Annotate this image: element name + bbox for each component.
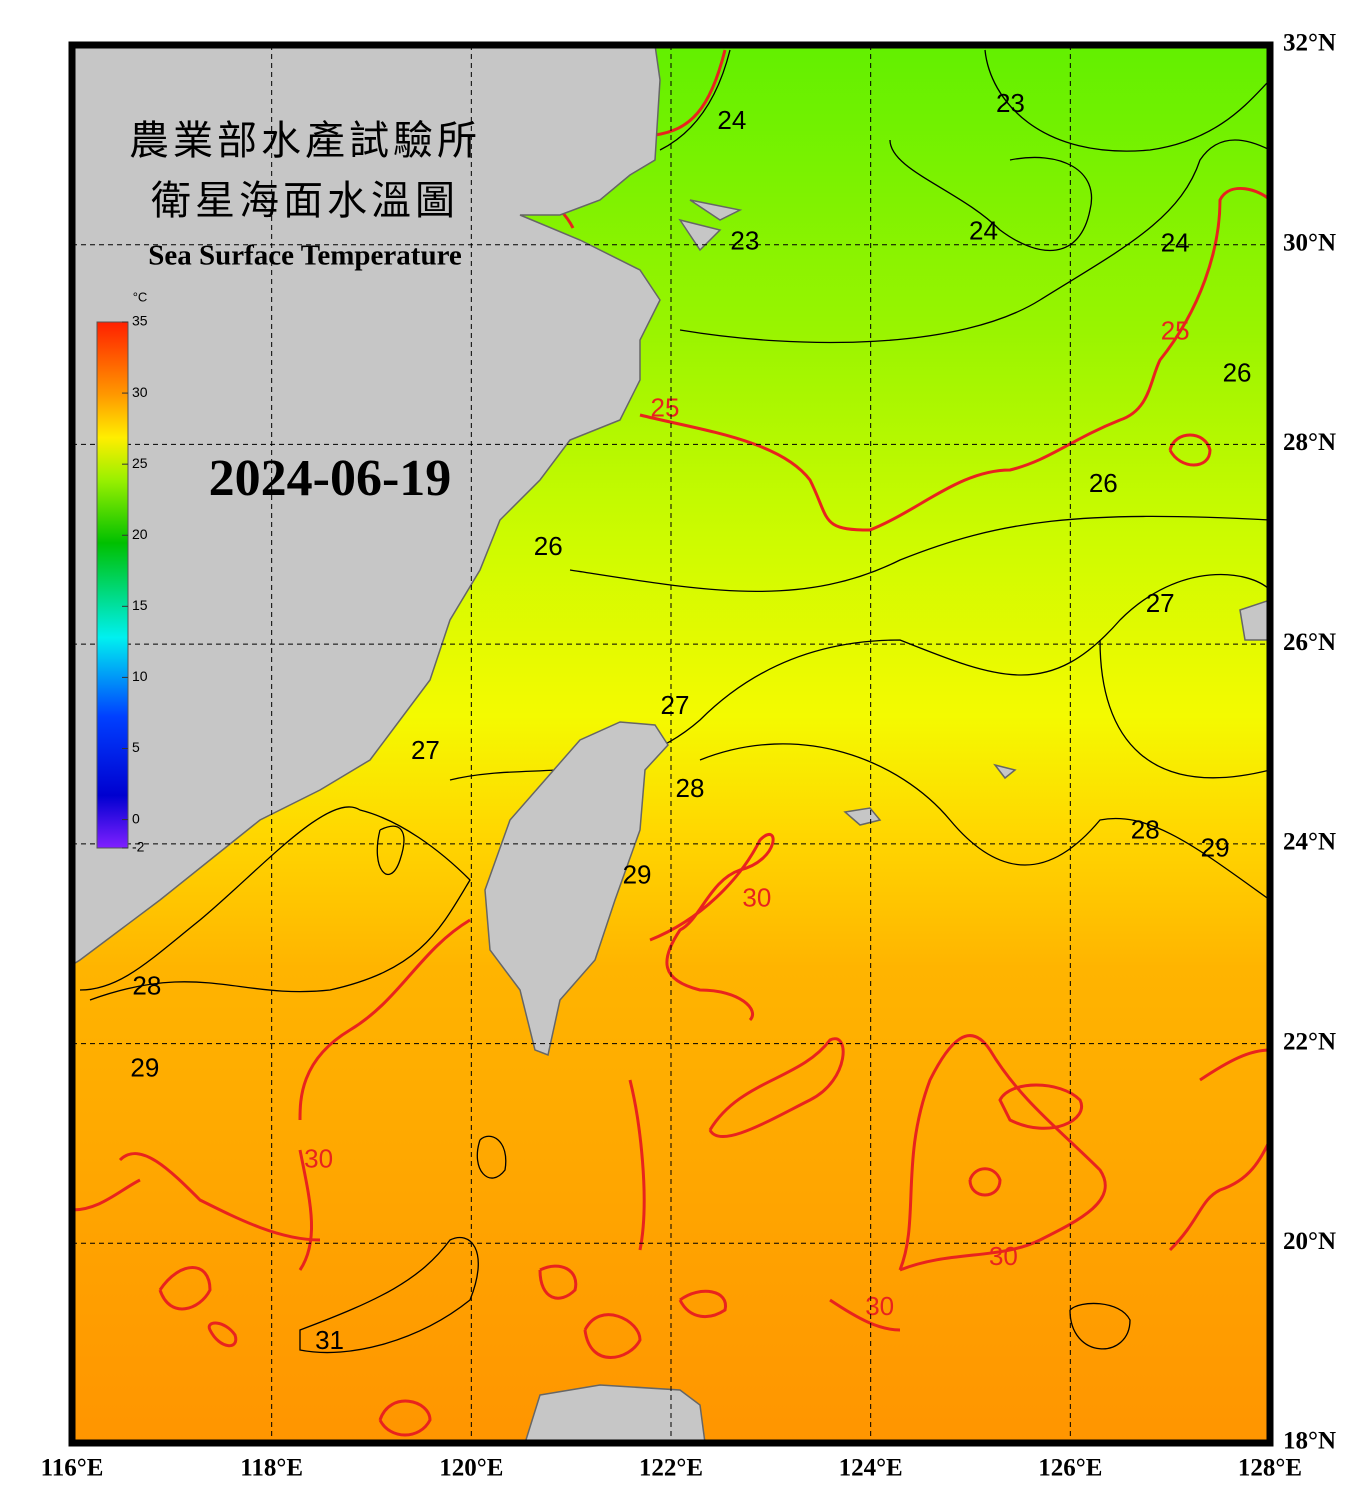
colorbar-label: 0 <box>132 810 140 826</box>
contour-labels: 23 24 23 24 24 25 25 26 26 26 27 27 27 28 28 29 29 30 28 29… <box>130 88 1251 1355</box>
lon-label: 116°E <box>41 1455 104 1482</box>
islands <box>678 199 1270 826</box>
title-en: Sea Surface Temperature <box>148 240 462 272</box>
lat-label: 28°N <box>1283 429 1336 456</box>
colorbar-label: 30 <box>132 384 148 400</box>
colorbar-label: 35 <box>132 313 148 329</box>
contours <box>79 49 1270 1354</box>
contour-label: 23 <box>730 226 759 256</box>
lon-label: 122°E <box>639 1455 703 1482</box>
lon-label: 120°E <box>439 1455 503 1482</box>
contour-label: 26 <box>534 531 563 561</box>
lat-label: 18°N <box>1283 1428 1336 1455</box>
contour-label: 24 <box>1161 228 1190 258</box>
land <box>72 45 1270 1443</box>
contour-label: 29 <box>623 860 652 890</box>
contour-label: 27 <box>1146 588 1175 618</box>
lat-label: 26°N <box>1283 629 1336 656</box>
contour-label: 29 <box>1201 833 1230 863</box>
colorbar-label: 25 <box>132 455 148 471</box>
lat-label: 24°N <box>1283 829 1336 856</box>
colorbar-ticks: 35 30 25 20 15 10 5 0 -2 <box>122 313 148 855</box>
colorbar-label: 5 <box>132 739 140 755</box>
contour-label: 30 <box>989 1241 1018 1271</box>
lon-label: 118°E <box>240 1455 303 1482</box>
luzon <box>524 1384 706 1443</box>
contour-label: 27 <box>661 690 690 720</box>
contour-label: 28 <box>676 773 705 803</box>
title-zh: 衛星海面水溫圖 <box>151 178 459 223</box>
lat-label: 22°N <box>1283 1028 1336 1055</box>
colorbar <box>96 321 129 849</box>
lon-label: 124°E <box>839 1455 903 1482</box>
lat-label: 32°N <box>1283 30 1336 57</box>
date: 2024-06-19 <box>209 450 452 507</box>
title-zh: 農業部水產試驗所 <box>129 118 481 163</box>
contour-label: 30 <box>742 883 771 913</box>
contour-label: 28 <box>1131 815 1160 845</box>
contour-label: 25 <box>1161 315 1190 345</box>
lat-label: 30°N <box>1283 229 1336 256</box>
contour-label: 30 <box>304 1143 333 1173</box>
contour-label: 29 <box>130 1052 159 1082</box>
colorbar-label: -2 <box>132 839 145 855</box>
contour-label: 31 <box>315 1325 344 1355</box>
contour-label: 28 <box>132 971 161 1001</box>
contour-label: 25 <box>651 392 680 422</box>
colorbar-unit: °C <box>133 289 148 304</box>
lat-label: 20°N <box>1283 1228 1336 1255</box>
contour-label: 26 <box>1223 357 1252 387</box>
contour-label: 24 <box>717 105 746 135</box>
contour-label: 26 <box>1089 468 1118 498</box>
contour-label: 24 <box>969 216 998 246</box>
colorbar-label: 15 <box>132 597 148 613</box>
contours-red <box>72 49 1270 1437</box>
contour-label: 27 <box>411 735 440 765</box>
contour-label: 23 <box>996 88 1025 118</box>
colorbar-label: 10 <box>132 668 148 684</box>
contour-label: 30 <box>865 1291 894 1321</box>
colorbar-label: 20 <box>132 526 148 542</box>
taiwan <box>484 721 669 1057</box>
mainland <box>72 45 661 966</box>
lon-label: 126°E <box>1038 1455 1102 1482</box>
lon-label: 128°E <box>1238 1455 1302 1482</box>
map-frame <box>68 41 1274 1447</box>
